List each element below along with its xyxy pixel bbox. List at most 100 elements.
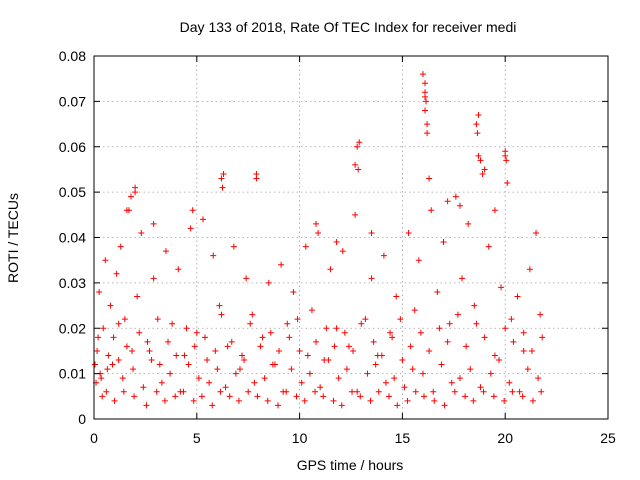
grid-lines <box>94 56 608 419</box>
data-point <box>259 334 266 341</box>
data-point <box>465 220 472 227</box>
data-point <box>146 347 153 354</box>
data-point <box>405 229 412 236</box>
data-point <box>104 366 111 373</box>
data-point <box>247 320 254 327</box>
data-point <box>100 325 107 332</box>
data-point <box>288 366 295 373</box>
data-point <box>140 384 147 391</box>
data-point <box>412 388 419 395</box>
data-point <box>520 329 527 336</box>
data-point <box>199 216 206 223</box>
data-point <box>535 375 542 382</box>
data-point <box>245 388 252 395</box>
data-point <box>148 357 155 364</box>
data-point <box>422 107 429 114</box>
x-tick-label: 20 <box>497 430 513 446</box>
data-point <box>296 347 303 354</box>
data-point <box>330 397 337 404</box>
data-point <box>440 239 447 246</box>
data-point <box>92 361 99 368</box>
data-point <box>102 257 109 264</box>
data-point <box>302 243 309 250</box>
data-point <box>503 157 510 164</box>
data-point <box>191 343 198 350</box>
data-point <box>278 261 285 268</box>
data-point <box>498 284 505 291</box>
data-point <box>251 379 258 386</box>
x-tick-label: 10 <box>292 430 308 446</box>
data-point <box>169 320 176 327</box>
y-tick-label: 0.03 <box>59 275 86 291</box>
data-point <box>105 352 112 359</box>
data-point <box>230 243 237 250</box>
data-point <box>173 352 180 359</box>
data-point <box>96 288 103 295</box>
data-point <box>195 375 202 382</box>
data-point <box>528 347 535 354</box>
data-point <box>451 388 458 395</box>
data-point <box>284 320 291 327</box>
data-point <box>181 352 188 359</box>
data-point <box>448 379 455 386</box>
data-point <box>153 388 160 395</box>
data-point <box>315 229 322 236</box>
data-point <box>117 243 124 250</box>
data-point <box>424 121 431 128</box>
data-point <box>241 357 248 364</box>
data-point <box>249 311 256 318</box>
data-point <box>180 388 187 395</box>
data-point <box>261 375 268 382</box>
x-tick-label: 0 <box>90 430 98 446</box>
data-point <box>128 193 135 200</box>
data-point <box>123 207 130 214</box>
data-point <box>394 402 401 409</box>
y-tick-label: 0 <box>78 411 86 427</box>
data-point <box>501 397 508 404</box>
data-point <box>294 316 301 323</box>
data-point <box>275 402 282 409</box>
data-point <box>426 175 433 182</box>
data-point <box>220 170 227 177</box>
data-point <box>387 329 394 336</box>
data-point <box>313 338 320 345</box>
data-point <box>136 329 143 336</box>
data-point <box>424 130 431 137</box>
y-tick-label: 0.06 <box>59 139 86 155</box>
data-point <box>150 220 157 227</box>
data-point <box>438 361 445 368</box>
data-point <box>358 320 365 327</box>
data-point <box>520 347 527 354</box>
data-point <box>481 166 488 173</box>
data-point <box>473 320 480 327</box>
data-point <box>317 384 324 391</box>
data-point <box>378 352 385 359</box>
data-point <box>409 366 416 373</box>
data-point <box>537 311 544 318</box>
data-point <box>456 375 463 382</box>
data-point <box>393 293 400 300</box>
data-point <box>95 334 102 341</box>
data-point <box>382 379 389 386</box>
data-point <box>436 325 443 332</box>
data-point <box>264 397 271 404</box>
data-point <box>103 388 110 395</box>
data-point <box>343 366 350 373</box>
data-point <box>198 393 205 400</box>
data-point <box>236 366 243 373</box>
data-point <box>419 71 426 78</box>
data-point <box>224 343 231 350</box>
data-point <box>210 252 217 259</box>
data-point <box>467 366 474 373</box>
data-point <box>123 343 130 350</box>
data-point <box>254 393 261 400</box>
data-point <box>298 379 305 386</box>
data-point <box>404 397 411 404</box>
data-point <box>510 338 517 345</box>
data-point <box>226 393 233 400</box>
data-point <box>368 275 375 282</box>
data-point <box>331 343 338 350</box>
data-point <box>490 393 497 400</box>
data-point <box>216 302 223 309</box>
